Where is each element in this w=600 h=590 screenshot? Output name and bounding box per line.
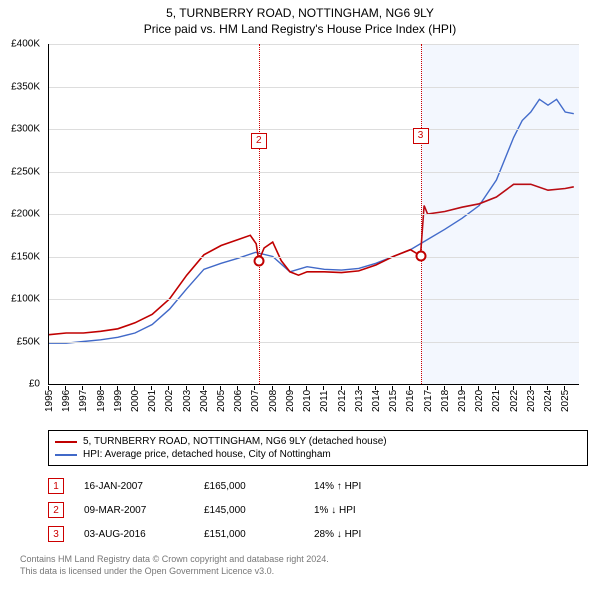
x-tick-label: 2024 — [543, 390, 554, 412]
marker-point — [415, 250, 426, 261]
x-tick-label: 2008 — [268, 390, 279, 412]
y-tick-label: £400K — [11, 39, 40, 50]
transaction-number: 1 — [48, 478, 64, 494]
x-tick-label: 2022 — [509, 390, 520, 412]
x-tick-label: 2002 — [164, 390, 175, 412]
transaction-number: 3 — [48, 526, 64, 542]
x-tick-label: 2025 — [560, 390, 571, 412]
x-tick-label: 2016 — [405, 390, 416, 412]
x-tick-label: 2020 — [474, 390, 485, 412]
x-axis-labels: 1995199619971998199920002001200220032004… — [48, 386, 578, 426]
transaction-hpi-delta: 28% ↓ HPI — [314, 529, 434, 540]
x-tick-label: 2017 — [423, 390, 434, 412]
legend-row: 5, TURNBERRY ROAD, NOTTINGHAM, NG6 9LY (… — [55, 435, 581, 448]
x-tick-label: 1996 — [61, 390, 72, 412]
marker-label: 2 — [251, 133, 267, 149]
y-axis-labels: £0£50K£100K£150K£200K£250K£300K£350K£400… — [0, 44, 44, 384]
footer-line-2: This data is licensed under the Open Gov… — [20, 566, 588, 578]
x-tick-label: 1998 — [96, 390, 107, 412]
gridline — [49, 87, 579, 88]
x-tick-label: 2006 — [233, 390, 244, 412]
legend-swatch — [55, 441, 77, 443]
plot-region: 23 — [48, 44, 579, 385]
gridline — [49, 299, 579, 300]
gridline — [49, 257, 579, 258]
gridline — [49, 172, 579, 173]
transaction-row: 1 16-JAN-2007£165,00014% ↑ HPI — [48, 474, 588, 498]
x-tick-label: 2012 — [337, 390, 348, 412]
y-tick-label: £0 — [29, 379, 40, 390]
marker-vline — [259, 44, 260, 384]
x-tick-label: 1997 — [78, 390, 89, 412]
x-tick-label: 2007 — [250, 390, 261, 412]
transaction-date: 03-AUG-2016 — [84, 529, 204, 540]
y-tick-label: £250K — [11, 166, 40, 177]
transaction-price: £165,000 — [204, 481, 314, 492]
transaction-date: 09-MAR-2007 — [84, 505, 204, 516]
x-tick-label: 2009 — [285, 390, 296, 412]
x-tick-label: 2015 — [388, 390, 399, 412]
gridline — [49, 129, 579, 130]
x-tick-label: 2023 — [526, 390, 537, 412]
x-tick-label: 2005 — [216, 390, 227, 412]
transactions-table: 1 16-JAN-2007£165,00014% ↑ HPI 2 09-MAR-200… — [48, 474, 588, 546]
legend-label: HPI: Average price, detached house, City… — [83, 449, 331, 460]
x-tick-label: 2000 — [130, 390, 141, 412]
gridline — [49, 214, 579, 215]
x-tick-label: 2010 — [302, 390, 313, 412]
x-tick-label: 2001 — [147, 390, 158, 412]
transaction-price: £151,000 — [204, 529, 314, 540]
y-tick-label: £150K — [11, 251, 40, 262]
x-tick-label: 1995 — [44, 390, 55, 412]
chart-title-1: 5, TURNBERRY ROAD, NOTTINGHAM, NG6 9LY — [0, 0, 600, 20]
x-tick-label: 2018 — [440, 390, 451, 412]
transaction-date: 16-JAN-2007 — [84, 481, 204, 492]
y-tick-label: £300K — [11, 124, 40, 135]
y-tick-label: £200K — [11, 209, 40, 220]
transaction-hpi-delta: 14% ↑ HPI — [314, 481, 434, 492]
y-tick-label: £50K — [17, 336, 40, 347]
footer-line-1: Contains HM Land Registry data © Crown c… — [20, 554, 588, 566]
chart-area: £0£50K£100K£150K£200K£250K£300K£350K£400… — [0, 44, 600, 424]
transaction-row: 2 09-MAR-2007£145,0001% ↓ HPI — [48, 498, 588, 522]
legend-swatch — [55, 454, 77, 456]
x-tick-label: 2013 — [354, 390, 365, 412]
y-tick-label: £350K — [11, 81, 40, 92]
legend-row: HPI: Average price, detached house, City… — [55, 448, 581, 461]
gridline — [49, 44, 579, 45]
x-tick-label: 2021 — [491, 390, 502, 412]
transaction-number: 2 — [48, 502, 64, 518]
footer-attribution: Contains HM Land Registry data © Crown c… — [20, 554, 588, 577]
chart-title-2: Price paid vs. HM Land Registry's House … — [0, 20, 600, 36]
transaction-row: 3 03-AUG-2016£151,00028% ↓ HPI — [48, 522, 588, 546]
legend: 5, TURNBERRY ROAD, NOTTINGHAM, NG6 9LY (… — [48, 430, 588, 466]
gridline — [49, 342, 579, 343]
transaction-hpi-delta: 1% ↓ HPI — [314, 505, 434, 516]
transaction-price: £145,000 — [204, 505, 314, 516]
marker-label: 3 — [413, 128, 429, 144]
x-tick-label: 2004 — [199, 390, 210, 412]
x-tick-label: 2003 — [182, 390, 193, 412]
x-tick-label: 2019 — [457, 390, 468, 412]
x-tick-label: 2014 — [371, 390, 382, 412]
x-tick-label: 2011 — [319, 390, 330, 412]
marker-point — [253, 255, 264, 266]
x-tick-label: 1999 — [113, 390, 124, 412]
legend-label: 5, TURNBERRY ROAD, NOTTINGHAM, NG6 9LY (… — [83, 436, 387, 447]
y-tick-label: £100K — [11, 294, 40, 305]
marker-vline — [421, 44, 422, 384]
